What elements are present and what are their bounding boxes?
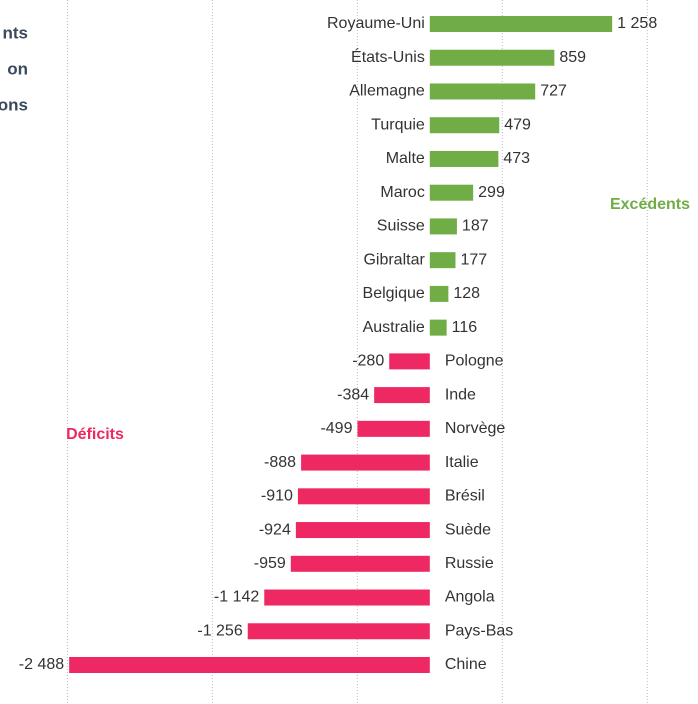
bar bbox=[429, 218, 457, 235]
category-label: Angola bbox=[445, 589, 495, 606]
value-label: -959 bbox=[254, 555, 286, 572]
category-label: Maroc bbox=[380, 184, 424, 201]
bar bbox=[290, 555, 430, 572]
category-label: Suède bbox=[445, 521, 491, 538]
chart-title: on bbox=[7, 59, 28, 78]
category-label: Royaume-Uni bbox=[327, 15, 425, 32]
category-label: Belgique bbox=[363, 285, 425, 302]
value-label: 299 bbox=[478, 184, 505, 201]
bar bbox=[247, 623, 430, 640]
category-label: Australie bbox=[363, 319, 425, 336]
category-label: Brésil bbox=[445, 488, 485, 505]
annotation: Excédents bbox=[610, 196, 690, 213]
value-label: 473 bbox=[503, 150, 530, 167]
chart-title: nts bbox=[3, 23, 29, 42]
category-label: Pologne bbox=[445, 353, 504, 370]
bar bbox=[429, 83, 536, 100]
category-label: Gibraltar bbox=[363, 251, 425, 268]
bar bbox=[264, 589, 430, 606]
bar bbox=[389, 353, 430, 370]
value-label: -499 bbox=[320, 420, 352, 437]
value-label: 859 bbox=[559, 49, 586, 66]
value-label: -888 bbox=[264, 454, 296, 471]
bar bbox=[69, 657, 430, 673]
bar bbox=[429, 117, 500, 134]
category-label: Pays-Bas bbox=[445, 622, 513, 639]
category-label: Turquie bbox=[371, 116, 425, 133]
value-label: -924 bbox=[259, 521, 291, 538]
value-label: -1 142 bbox=[214, 589, 259, 606]
value-label: -1 256 bbox=[197, 622, 242, 639]
bar bbox=[429, 49, 555, 66]
annotation: Déficits bbox=[66, 426, 124, 443]
category-label: Malte bbox=[386, 150, 425, 167]
value-label: -384 bbox=[337, 386, 369, 403]
category-label: Norvège bbox=[445, 420, 506, 437]
category-label: Allemagne bbox=[349, 83, 425, 100]
value-label: 128 bbox=[453, 285, 480, 302]
value-label: -910 bbox=[261, 488, 293, 505]
bar bbox=[429, 150, 499, 167]
category-label: Suisse bbox=[377, 218, 425, 235]
bar bbox=[357, 420, 430, 437]
category-label: Russie bbox=[445, 555, 494, 572]
bar bbox=[429, 16, 613, 32]
bar bbox=[429, 285, 449, 302]
value-label: 177 bbox=[460, 251, 487, 268]
bar bbox=[429, 184, 474, 201]
value-label: 727 bbox=[540, 83, 567, 100]
value-label: 187 bbox=[462, 218, 489, 235]
chart-title: ons bbox=[0, 95, 28, 114]
value-label: 116 bbox=[452, 319, 478, 336]
category-label: Inde bbox=[445, 386, 476, 403]
value-label: 1 258 bbox=[617, 15, 657, 32]
bar bbox=[429, 319, 447, 336]
category-label: États-Unis bbox=[351, 47, 425, 66]
bar bbox=[301, 454, 430, 471]
value-label: 479 bbox=[504, 116, 531, 133]
category-label: Chine bbox=[445, 656, 487, 673]
bar bbox=[297, 488, 430, 505]
value-label: -2 488 bbox=[19, 656, 64, 673]
bar bbox=[429, 252, 456, 269]
bar bbox=[374, 387, 430, 404]
value-label: -280 bbox=[352, 353, 384, 370]
bar bbox=[295, 522, 430, 539]
category-label: Italie bbox=[445, 454, 479, 471]
